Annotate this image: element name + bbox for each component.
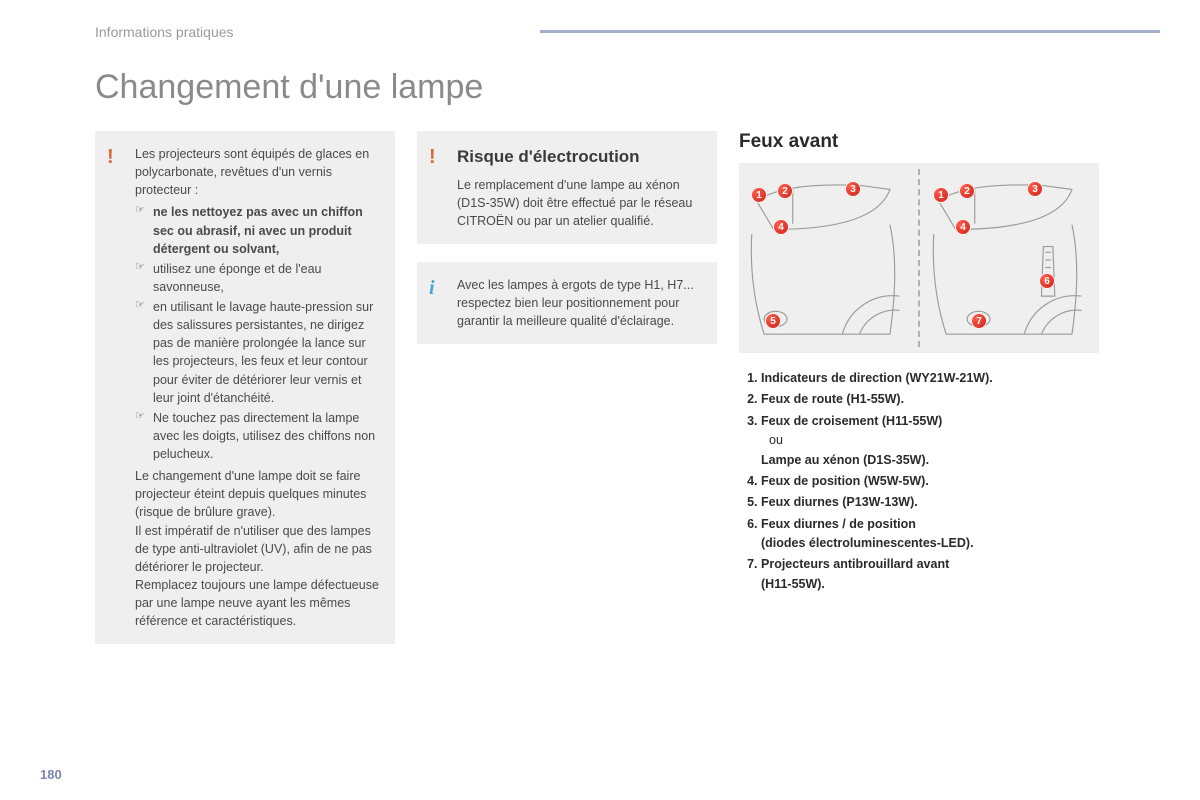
legend-item: Feux diurnes (P13W-13W). (761, 493, 1099, 512)
diagram-marker: 2 (777, 183, 793, 199)
column-left: ! Les projecteurs sont équipés de glaces… (95, 131, 395, 662)
warning-icon: ! (107, 143, 114, 172)
column-right: Feux avant (739, 131, 1099, 596)
headlamp-legend: Indicateurs de direction (WY21W-21W). Fe… (739, 369, 1099, 594)
bullet-item: ne les nettoyez pas avec un chiffon sec … (153, 203, 379, 257)
diagram-marker: 6 (1039, 273, 1055, 289)
headlamp-diagram: 12345123467 (739, 163, 1099, 353)
info-text: Avec les lampes à ergots de type H1, H7.… (457, 276, 701, 330)
warning-para: Il est impératif de n'utiliser que des l… (135, 522, 379, 576)
bullet-item: Ne touchez pas directement la lampe avec… (153, 409, 379, 463)
warning-box-polycarbonate: ! Les projecteurs sont équipés de glaces… (95, 131, 395, 644)
warning-para: Le changement d'une lampe doit se faire … (135, 467, 379, 521)
column-middle: ! Risque d'électrocution Le remplacement… (417, 131, 717, 362)
warning-para: Remplacez toujours une lampe défectueuse… (135, 576, 379, 630)
warning-icon: ! (429, 143, 436, 172)
risk-text: Le remplacement d'une lampe au xénon (D1… (457, 176, 701, 230)
page-title: Changement d'une lampe (95, 68, 1160, 107)
legend-item: Feux de croisement (H11-55W) ou Lampe au… (761, 412, 1099, 470)
diagram-divider (918, 169, 920, 347)
risk-title: Risque d'électrocution (457, 145, 701, 170)
legend-item: Projecteurs antibrouillard avant (H11-55… (761, 555, 1099, 594)
warning-bullet-list: ne les nettoyez pas avec un chiffon sec … (135, 203, 379, 463)
diagram-marker: 1 (933, 187, 949, 203)
diagram-marker: 2 (959, 183, 975, 199)
info-icon: i (429, 274, 435, 303)
bullet-item: en utilisant le lavage haute-pression su… (153, 298, 379, 407)
diagram-marker: 5 (765, 313, 781, 329)
diagram-marker: 1 (751, 187, 767, 203)
legend-item: Feux diurnes / de position (diodes élect… (761, 515, 1099, 554)
car-front-outline (929, 171, 1091, 345)
manual-page: Informations pratiques Changement d'une … (0, 0, 1200, 800)
bullet-item: utilisez une éponge et de l'eau savonneu… (153, 260, 379, 296)
diagram-marker: 7 (971, 313, 987, 329)
page-number: 180 (40, 767, 62, 782)
feux-avant-heading: Feux avant (739, 131, 1099, 153)
info-box-h1h7: i Avec les lampes à ergots de type H1, H… (417, 262, 717, 344)
warning-box-electrocution: ! Risque d'électrocution Le remplacement… (417, 131, 717, 244)
header-accent-bar (540, 30, 1160, 33)
diagram-marker: 4 (773, 219, 789, 235)
diagram-marker: 3 (845, 181, 861, 197)
legend-item: Indicateurs de direction (WY21W-21W). (761, 369, 1099, 388)
legend-item: Feux de route (H1-55W). (761, 390, 1099, 409)
content-columns: ! Les projecteurs sont équipés de glaces… (95, 131, 1160, 662)
legend-item: Feux de position (W5W-5W). (761, 472, 1099, 491)
warning-intro: Les projecteurs sont équipés de glaces e… (135, 145, 379, 199)
diagram-marker: 4 (955, 219, 971, 235)
diagram-marker: 3 (1027, 181, 1043, 197)
